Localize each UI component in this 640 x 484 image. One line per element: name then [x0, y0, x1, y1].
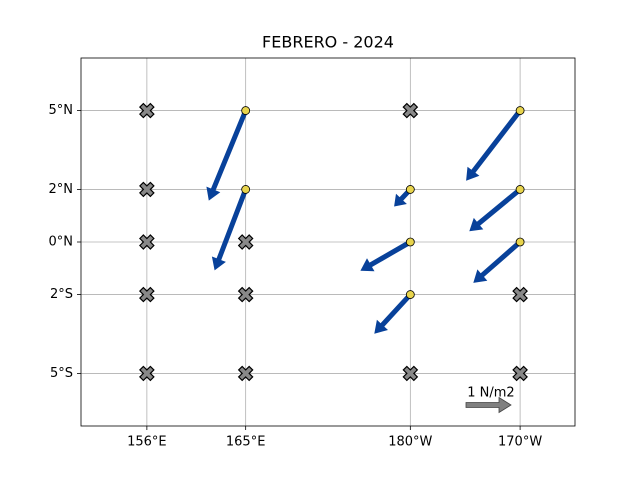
vector-arrow — [466, 109, 523, 181]
y-tick-label: 5°N — [49, 103, 74, 118]
missing-marker — [139, 181, 155, 198]
chart-title: FEBRERO - 2024 — [262, 33, 394, 52]
station-dot — [241, 185, 251, 194]
x-tick-label: 180°W — [388, 435, 432, 450]
x-tick-label: 156°E — [127, 435, 167, 450]
key-arrow — [465, 396, 512, 414]
key-label: 1 N/m2 — [467, 386, 514, 401]
x-tick-label: 170°W — [498, 435, 542, 450]
station-dot — [515, 237, 525, 247]
x-tick-label: 165°E — [226, 435, 266, 450]
missing-marker — [512, 286, 528, 303]
vector-arrow — [211, 188, 248, 271]
missing-marker — [402, 365, 419, 382]
missing-marker — [237, 234, 254, 250]
y-tick-label: 2°N — [49, 182, 74, 197]
y-tick-label: 0°N — [49, 235, 74, 250]
vector-arrow — [360, 239, 412, 272]
missing-marker — [237, 365, 254, 382]
missing-marker — [512, 365, 528, 382]
missing-marker — [139, 286, 155, 303]
plot-frame — [80, 57, 576, 427]
station-dot — [515, 106, 525, 115]
station-dot — [515, 185, 525, 194]
station-dot — [405, 185, 415, 194]
missing-marker — [139, 234, 155, 250]
vector-arrow — [206, 109, 248, 201]
station-dot — [405, 237, 415, 247]
station-dot — [241, 106, 251, 115]
missing-marker — [139, 365, 155, 382]
station-dot — [405, 290, 415, 299]
missing-marker — [139, 102, 155, 119]
missing-marker — [402, 102, 419, 119]
vector-arrow — [374, 292, 413, 334]
vector-arrow — [473, 240, 522, 283]
missing-marker — [237, 286, 254, 303]
y-tick-label: 2°S — [50, 287, 73, 302]
y-tick-label: 5°S — [50, 366, 73, 381]
vector-arrow — [469, 187, 522, 232]
